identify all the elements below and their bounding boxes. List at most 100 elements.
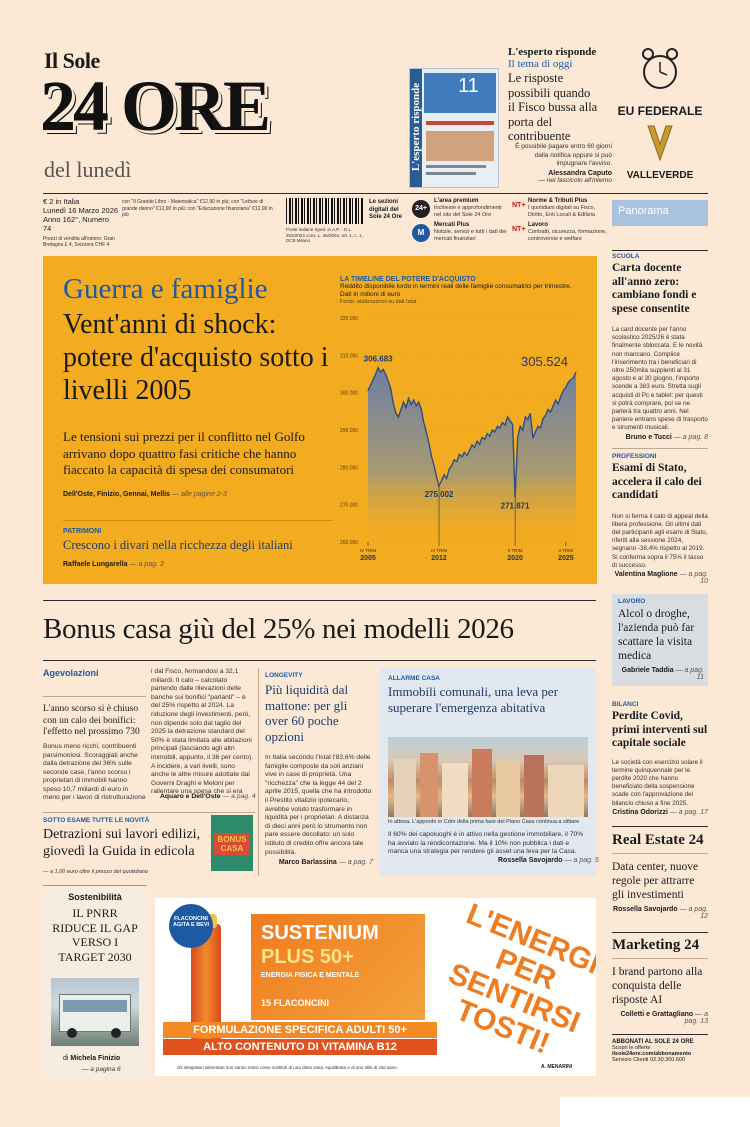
scuola-headline[interactable]: Carta docente all'anno zero: cambiano fo…: [612, 262, 697, 315]
bilanci-tag: Bilanci: [612, 701, 639, 708]
ad-pack: SUSTENIUM PLUS 50+ ENERGIA FISICA E MENT…: [251, 914, 425, 1020]
allarme-casa-page: — a pag. 5: [564, 857, 599, 864]
bus-photo: [51, 978, 139, 1046]
marketing-headline[interactable]: I brand partono alla conquista delle ris…: [612, 966, 703, 1006]
subscribe-title: ABBONATI AL SOLE 24 ORE: [612, 1039, 694, 1045]
professioni-headline[interactable]: Esami di Stato, accelera il calo dei can…: [612, 462, 702, 501]
sostenibilita-page: — a pagina 6: [82, 1066, 121, 1073]
esperto-cover-image: 11 L'esperto risponde: [409, 68, 499, 188]
clock-icon: [642, 48, 678, 162]
chart-data-label: 305.524: [521, 354, 568, 369]
service-title: Norme & Tributi Plus: [528, 198, 588, 204]
allarme-casa-headline[interactable]: Immobili comunali, una leva per superare…: [388, 684, 559, 715]
esperto-headline[interactable]: Le risposte possibili quando il Fisco bu…: [508, 71, 598, 143]
agevolazioni-body: i dal Fisco, fermandosi a 32,1 miliardi.…: [151, 668, 254, 794]
longevity-tag: Longevity: [265, 672, 303, 679]
sostenibilita-tag: Sostenibilità: [68, 892, 122, 902]
chart-data-label: 275.002: [425, 490, 454, 499]
subscribe-link[interactable]: ilsole24ore.com/abbonamento: [612, 1051, 692, 1057]
professioni-author: Valentina Maglione: [614, 570, 678, 578]
guida-cover-title: BONUS CASA: [214, 833, 250, 855]
bonus-headline[interactable]: Bonus casa giù del 25% nei modelli 2026: [43, 613, 514, 645]
lead-authors: Dell'Oste, Finizio, Gennai, Mellis: [63, 490, 171, 498]
masthead-edition: del lunedì: [44, 157, 132, 182]
service-premium[interactable]: 24+ L'area premium Inchieste e approfond…: [412, 198, 510, 220]
barcode: [286, 198, 364, 224]
longevity-page: — a pag. 7: [338, 859, 373, 867]
professioni-tag: Professioni: [612, 453, 657, 460]
scuola-page: — a pag. 8: [673, 433, 708, 441]
ad-sub: ENERGIA FISICA E MENTALE: [261, 972, 360, 979]
esperto-ref: — nel fascicolo all'interno: [538, 176, 613, 184]
agevolazioni-body-part1: Bonus meno ricchi, contribuenti parsimon…: [43, 743, 146, 801]
chart-x-tick-year: 2020: [507, 555, 523, 562]
professioni-page: — a pag. 10: [679, 570, 708, 585]
lead-pages: — alle pagine 2-3: [172, 490, 227, 498]
service-mercati[interactable]: M Mercati Plus Notizie, servizi e tutti …: [412, 222, 510, 244]
lavoro-box: [612, 594, 708, 686]
lead-headline[interactable]: Vent'anni di shock: potere d'acquisto so…: [63, 309, 329, 406]
bilanci-body: Le società con esercizio solare il termi…: [612, 758, 703, 807]
ad-sustenium[interactable]: FLACONCINI AGITA E BEVI SUSTENIUM PLUS 5…: [155, 898, 596, 1076]
chart-y-tick: 270.000: [340, 503, 358, 509]
longevity-headline[interactable]: Più liquidità dal mattone: per gli over …: [265, 682, 349, 744]
sostenibilita-author: Michela Finizio: [70, 1055, 121, 1062]
sostenibilita-byline-prefix: di: [63, 1055, 69, 1062]
ad-band1: FORMULAZIONE SPECIFICA ADULTI 50+: [163, 1022, 437, 1038]
ad-plus: PLUS 50+: [261, 946, 354, 968]
longevity-body: In Italia secondo l'Istat l'83,6% delle …: [265, 754, 372, 856]
guida-note: — a 1,00 euro oltre il prezzo del quotid…: [43, 869, 148, 875]
ad-maker: A. MENARINI: [541, 1064, 573, 1070]
ad-valleverde[interactable]: EU FEDERALE VALLEVERDE: [612, 42, 708, 188]
lavoro-page: — a pag. 11: [675, 667, 704, 681]
guida-cover-image[interactable]: BONUS CASA: [211, 815, 253, 871]
chart-subtitle: Reddito disponibile lordo in termini rea…: [340, 283, 572, 298]
chart-line: [367, 366, 577, 498]
agevolazioni-lead: L'anno scorso si è chiuso con un calo de…: [43, 704, 140, 737]
lead-summary: Le tensioni sui prezzi per il conflitto …: [63, 429, 305, 477]
subscribe-box[interactable]: ABBONATI AL SOLE 24 ORE Scopri le offert…: [612, 1034, 708, 1080]
price: € 2 in Italia: [43, 197, 80, 206]
chart-y-tick: 260.000: [340, 540, 358, 546]
ad-disclaimer: Gli integratori alimentari non vanno int…: [177, 1065, 398, 1070]
marketing-title: Marketing 24: [612, 937, 700, 953]
real-estate-headline[interactable]: Data center, nuove regole per attrarre g…: [612, 861, 699, 901]
masthead-il-sole: Il Sole: [44, 48, 100, 73]
chart-x-tick-year: 2025: [558, 555, 574, 562]
marketing-page: — a pag. 13: [684, 1011, 708, 1025]
allarme-casa-author: Rossella Savojardo: [498, 857, 563, 864]
digital-sections-label: Le sezioni digitali del Sole 24 Ore: [369, 199, 403, 220]
ad-band2: ALTO CONTENUTO DI VITAMINA B12: [163, 1039, 437, 1055]
page-corner-blank: [560, 1097, 750, 1127]
esperto-subkicker: Il tema di oggi: [508, 58, 573, 70]
lead-sub-headline[interactable]: Crescono i divari nella ricchezza degli …: [63, 538, 293, 552]
lavoro-headline[interactable]: Alcol o droghe, l'azienda può far scatta…: [618, 608, 695, 662]
supplements-note: con "Il Grande Libro - Matematica" €12,9…: [122, 199, 273, 218]
ad-badge: FLACONCINI AGITA E BEVI: [169, 904, 213, 948]
scuola-author: Bruno e Tucci: [625, 433, 672, 441]
chart-x-tick-quarter: IV TRIM: [431, 548, 448, 553]
ad-brand: SUSTENIUM: [261, 922, 379, 944]
lead-sub-author: Raffaele Lungarella: [63, 561, 128, 568]
chart-title: LA TIMELINE DEL POTERE D'ACQUISTO: [340, 276, 476, 283]
guida-headline[interactable]: Detrazioni sui lavori edilizi, giovedì l…: [43, 827, 201, 859]
foreign-prices: Prezzi di vendita all'estero: Gran Breta…: [43, 236, 115, 248]
premium-icon: 24+: [412, 200, 430, 218]
chart-y-tick: 300.000: [340, 391, 358, 397]
bilanci-headline[interactable]: Perdite Covid, primi interventi sul capi…: [612, 710, 708, 749]
marketing-author: Colletti e Grattagliano: [620, 1011, 694, 1018]
service-lavoro[interactable]: NT+ Lavoro Contratti, sicurezza, formazi…: [512, 222, 610, 244]
subscribe-phone: Servizio Clienti 02.30.300.600: [612, 1057, 686, 1063]
lavoro-author: Gabriele Taddia: [621, 667, 674, 674]
service-norme-tributi[interactable]: NT+ Norme & Tributi Plus I quotidiani di…: [512, 198, 610, 220]
chart-x-tick-quarter: II TRIM: [508, 548, 523, 553]
chart-x-tick-quarter: II TRIM: [559, 548, 574, 553]
allarme-casa-body: Il 60% dei capoluoghi è in attivo nella …: [388, 831, 584, 855]
esperto-author: Alessandra Caputo: [548, 169, 612, 177]
service-title: Mercati Plus: [434, 222, 470, 228]
esperto-body: È possibile pagare entro 60 giorni dalla…: [515, 143, 612, 167]
lead-sub-page: — a pag. 3: [129, 561, 164, 568]
lavoro-tag: Lavoro: [618, 598, 646, 605]
chart-data-label: 306.683: [364, 355, 393, 364]
sostenibilita-headline[interactable]: IL PNRR RIDUCE IL GAP VERSO I TARGET 203…: [52, 906, 138, 964]
